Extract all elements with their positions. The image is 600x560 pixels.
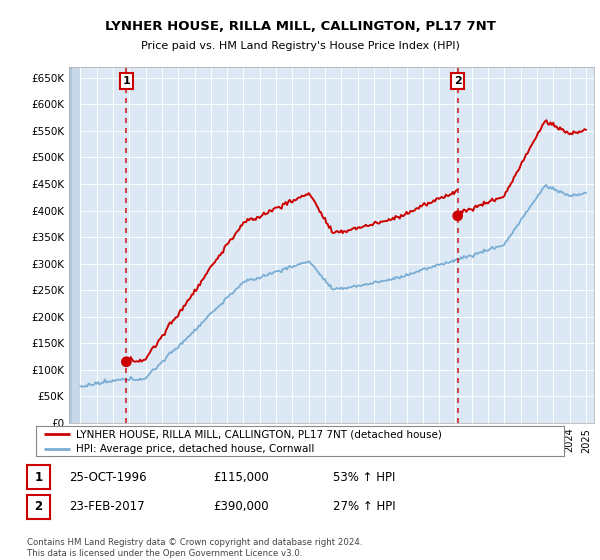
Text: Contains HM Land Registry data © Crown copyright and database right 2024.
This d: Contains HM Land Registry data © Crown c… [27, 538, 362, 558]
Point [453, 211, 463, 220]
Point [122, 357, 131, 366]
Text: 2: 2 [454, 76, 461, 86]
Text: 2: 2 [34, 500, 43, 514]
Text: LYNHER HOUSE, RILLA MILL, CALLINGTON, PL17 7NT: LYNHER HOUSE, RILLA MILL, CALLINGTON, PL… [104, 20, 496, 32]
Text: 1: 1 [122, 76, 130, 86]
Text: HPI: Average price, detached house, Cornwall: HPI: Average price, detached house, Corn… [76, 444, 314, 454]
Text: 1: 1 [34, 470, 43, 484]
Text: Price paid vs. HM Land Registry's House Price Index (HPI): Price paid vs. HM Land Registry's House … [140, 41, 460, 51]
Text: 25-OCT-1996: 25-OCT-1996 [69, 470, 146, 484]
Text: LYNHER HOUSE, RILLA MILL, CALLINGTON, PL17 7NT (detached house): LYNHER HOUSE, RILLA MILL, CALLINGTON, PL… [76, 429, 442, 439]
Text: 23-FEB-2017: 23-FEB-2017 [69, 500, 145, 514]
Text: £390,000: £390,000 [213, 500, 269, 514]
Text: 53% ↑ HPI: 53% ↑ HPI [333, 470, 395, 484]
Text: £115,000: £115,000 [213, 470, 269, 484]
Text: 27% ↑ HPI: 27% ↑ HPI [333, 500, 395, 514]
